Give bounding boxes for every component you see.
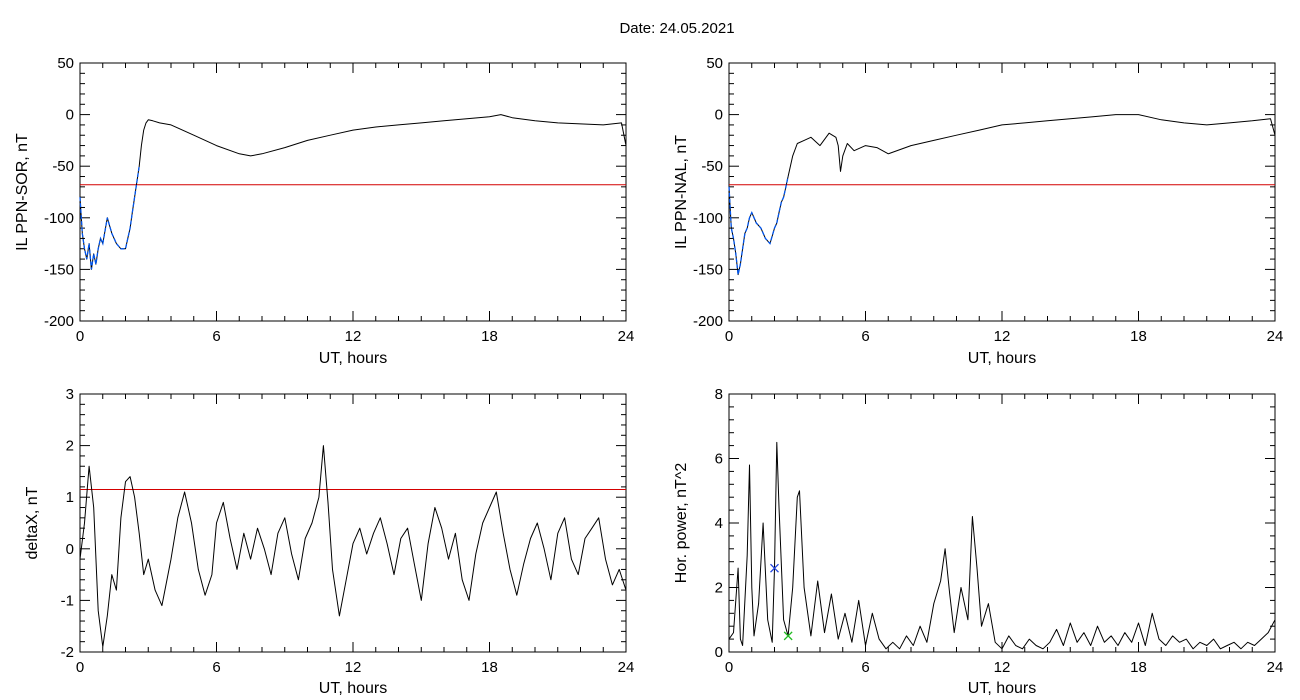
x-tick-label: 6: [212, 328, 220, 345]
y-tick-label: 0: [66, 107, 74, 124]
y-tick-label: -100: [44, 210, 74, 227]
series-line: [79, 445, 627, 648]
y-tick-label: 0: [715, 107, 723, 124]
panel-deltax: UT, hours deltaX, nT: [24, 393, 627, 697]
series-line: [728, 441, 1276, 650]
x-tick-label: 0: [725, 659, 733, 676]
y-tick-label: 2: [715, 580, 723, 597]
x-axis-label: UT, hours: [319, 350, 387, 367]
figure-title: Date: 24.05.2021: [619, 20, 734, 37]
y-tick-label: 4: [715, 515, 723, 532]
plot-frame: [728, 62, 1276, 322]
x-tick-label: 6: [861, 659, 869, 676]
y-axis-label: IL PPN-NAL, nT: [673, 135, 690, 249]
x-tick-label: 18: [1130, 328, 1147, 345]
x-tick-label: 24: [1267, 328, 1284, 345]
y-axis-label: deltaX, nT: [24, 486, 41, 559]
y-tick-label: -1: [61, 592, 74, 609]
x-tick-label: 12: [994, 328, 1011, 345]
y-tick-label: 50: [57, 55, 74, 72]
y-tick-label: -150: [44, 261, 74, 278]
plot-frame: [728, 393, 1276, 653]
y-tick-label: 8: [715, 386, 723, 403]
highlight-segment: [79, 166, 140, 270]
x-tick-label: 0: [76, 328, 84, 345]
plot-frame: [79, 393, 627, 653]
panel-hor-power: UT, hours Hor. power, nT^2: [673, 393, 1276, 697]
y-tick-label: 6: [715, 451, 723, 468]
x-tick-label: 18: [1130, 659, 1147, 676]
panel-il-sor: UT, hours IL PPN-SOR, nT: [14, 62, 627, 367]
y-axis-label: IL PPN-SOR, nT: [14, 133, 31, 251]
y-tick-label: -150: [693, 261, 723, 278]
x-tick-label: 12: [994, 659, 1011, 676]
series-line: [728, 114, 1276, 276]
y-tick-label: 2: [66, 438, 74, 455]
y-tick-label: -100: [693, 210, 723, 227]
x-tick-label: 6: [212, 659, 220, 676]
x-axis-label: UT, hours: [319, 680, 387, 697]
x-tick-label: 18: [481, 328, 498, 345]
y-tick-label: 0: [715, 644, 723, 661]
x-tick-label: 12: [345, 659, 362, 676]
cross-marker: [770, 563, 779, 573]
x-tick-label: 0: [725, 328, 733, 345]
cross-marker: [783, 631, 793, 641]
y-tick-label: 3: [66, 386, 74, 403]
highlight-segment: [728, 176, 789, 275]
y-tick-label: -200: [44, 313, 74, 330]
panel-il-nal: UT, hours IL PPN-NAL, nT: [673, 62, 1276, 367]
y-tick-label: -200: [693, 313, 723, 330]
x-tick-label: 12: [345, 328, 362, 345]
y-tick-label: 0: [66, 541, 74, 558]
x-axis-label: UT, hours: [968, 680, 1036, 697]
x-tick-label: 0: [76, 659, 84, 676]
plot-frame: [79, 62, 627, 322]
x-tick-label: 24: [618, 659, 635, 676]
x-tick-label: 24: [618, 328, 635, 345]
x-tick-label: 18: [481, 659, 498, 676]
series-line: [79, 114, 627, 270]
y-axis-label: Hor. power, nT^2: [673, 463, 690, 584]
y-tick-label: 50: [706, 55, 723, 72]
y-tick-label: -50: [701, 158, 723, 175]
x-tick-label: 6: [861, 328, 869, 345]
x-tick-label: 24: [1267, 659, 1284, 676]
y-tick-label: -2: [61, 644, 74, 661]
y-tick-label: -50: [52, 158, 74, 175]
y-tick-label: 1: [66, 489, 74, 506]
x-axis-label: UT, hours: [968, 350, 1036, 367]
